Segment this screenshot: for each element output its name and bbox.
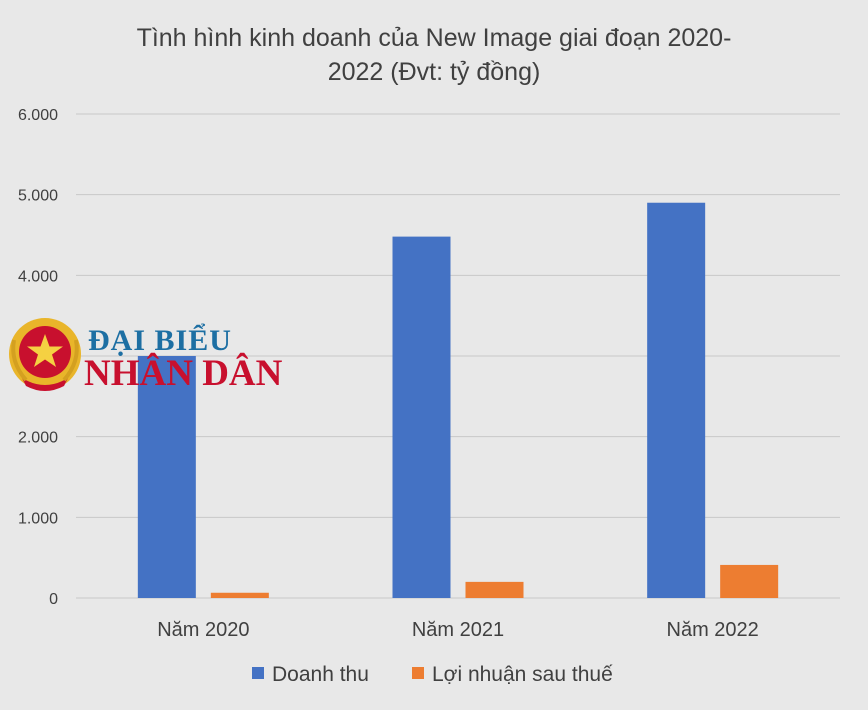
legend-swatch xyxy=(412,667,424,679)
y-tick-label: 5.000 xyxy=(18,188,58,205)
y-tick-label: 0 xyxy=(49,591,58,608)
x-category-label: Năm 2022 xyxy=(667,619,759,641)
x-category-label: Năm 2021 xyxy=(412,619,504,641)
legend-label: Lợi nhuận sau thuế xyxy=(432,663,613,686)
bar-revenue xyxy=(137,356,196,598)
watermark-line-2: NHÂN DÂN xyxy=(84,352,283,394)
legend-label: Doanh thu xyxy=(272,663,369,686)
bar-profit xyxy=(210,592,269,598)
newspaper-watermark: ĐẠI BIỂU NHÂN DÂN xyxy=(9,318,283,394)
national-emblem-icon xyxy=(9,318,81,391)
legend: Doanh thu Lợi nhuận sau thuế xyxy=(252,663,613,686)
bar-profit xyxy=(465,581,524,598)
legend-swatch xyxy=(252,667,264,679)
y-tick-label: 1.000 xyxy=(18,510,58,527)
y-tick-label: 4.000 xyxy=(18,268,58,285)
chart-title-line-1: Tình hình kinh doanh của New Image giai … xyxy=(137,24,732,52)
watermark-line-1: ĐẠI BIỂU xyxy=(88,324,232,357)
y-tick-label: 2.000 xyxy=(18,430,58,447)
x-axis-categories: Năm 2020 Năm 2021 Năm 2022 xyxy=(157,619,759,641)
bars xyxy=(137,202,779,598)
bar-revenue xyxy=(647,202,706,598)
bar-profit xyxy=(720,564,779,598)
x-category-label: Năm 2020 xyxy=(157,619,249,641)
y-tick-label: 6.000 xyxy=(18,107,58,124)
bar-revenue xyxy=(392,236,451,598)
gridlines xyxy=(76,113,840,599)
chart-title-line-2: 2022 (Đvt: tỷ đồng) xyxy=(328,58,541,86)
